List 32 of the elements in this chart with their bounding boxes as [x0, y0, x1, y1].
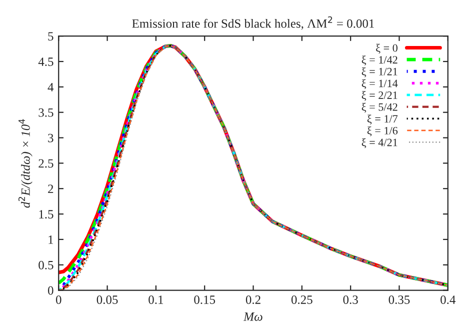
x-tick-label: 0.4: [440, 296, 456, 304]
x-tick-label: 0.3: [343, 296, 358, 304]
x-tick-label: 0.35: [388, 296, 410, 304]
y-axis-title: d$^{2}$E/(dtdω) × 10$^{4}$: [18, 119, 32, 208]
y-tick-label: 4: [48, 83, 54, 92]
y-tick-label: 5: [48, 32, 54, 41]
x-tick-label: 0.05: [96, 296, 118, 304]
x-axis-title: Mω: [243, 312, 262, 321]
y-tick-label: 1: [48, 236, 54, 244]
legend-label: ξ = 1/6: [367, 126, 398, 136]
y-tick-label: 2: [48, 184, 54, 193]
legend-label: ξ = 4/21: [362, 138, 398, 148]
x-tick-label: 0.1: [148, 296, 164, 304]
legend-label: ξ = 0: [376, 44, 398, 54]
legend-label: ξ = 1/42: [362, 56, 398, 66]
y-tick-label: 3: [48, 134, 54, 142]
y-tick-label: 1.5: [39, 210, 54, 219]
chart-title: Emission rate for SdS black holes, ΛM$^{2}$ = 0.001: [132, 16, 374, 30]
legend-label: ξ = 1/7: [367, 114, 398, 124]
legend-label: ξ = 2/21: [362, 91, 398, 101]
x-tick-label: 0: [56, 296, 62, 304]
y-tick-label: 2.5: [38, 159, 54, 168]
x-tick-label: 0.25: [291, 296, 312, 304]
y-tick-label: 0.5: [38, 260, 54, 270]
y-tick-label: 3.5: [38, 108, 54, 117]
y-tick-label: 0: [48, 286, 54, 295]
y-tick-label: 4.5: [38, 58, 54, 66]
x-tick-label: 0.15: [194, 296, 216, 304]
legend-label: ξ = 1/21: [362, 67, 398, 78]
legend-label: ξ = 1/14: [362, 79, 398, 90]
legend-label: ξ = 5/42: [362, 102, 398, 113]
x-tick-label: 0.2: [246, 296, 260, 304]
